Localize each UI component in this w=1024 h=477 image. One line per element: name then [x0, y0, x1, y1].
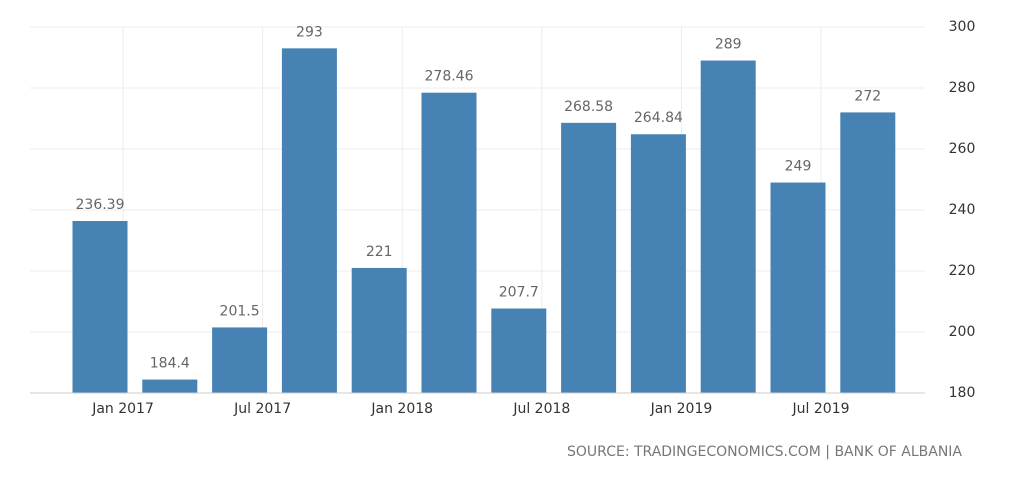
bar	[561, 122, 617, 394]
value-label: 249	[785, 159, 812, 175]
x-tick-label: Jan 2019	[650, 401, 713, 417]
x-tick-label: Jul 2017	[233, 401, 291, 417]
value-label: 264.84	[634, 110, 683, 126]
value-label: 201.5	[220, 303, 260, 319]
bar	[491, 308, 547, 393]
y-tick-label: 300	[949, 19, 976, 35]
value-label: 236.39	[76, 197, 125, 213]
bar	[840, 112, 896, 394]
value-label: 272	[854, 88, 881, 104]
value-label: 289	[715, 37, 742, 53]
x-tick-label: Jul 2019	[792, 401, 850, 417]
value-label: 268.58	[564, 99, 613, 115]
value-label: 278.46	[425, 69, 474, 85]
y-tick-label: 180	[949, 385, 976, 401]
bar	[142, 379, 198, 393]
x-tick-label: Jan 2018	[370, 401, 433, 417]
bar	[72, 221, 128, 393]
y-tick-label: 200	[949, 324, 976, 340]
bar	[421, 92, 477, 394]
bar	[630, 134, 686, 393]
bar	[770, 182, 826, 393]
x-tick-label: Jul 2018	[512, 401, 570, 417]
value-label: 207.7	[499, 285, 539, 301]
x-tick-label: Jan 2017	[91, 401, 154, 417]
bar	[281, 48, 337, 393]
bar	[700, 60, 756, 394]
y-tick-label: 280	[949, 80, 976, 96]
y-tick-label: 240	[949, 202, 976, 218]
value-label: 184.4	[150, 356, 190, 372]
y-tick-label: 260	[949, 141, 976, 157]
bar	[212, 327, 268, 393]
source-note: SOURCE: TRADINGECONOMICS.COM | BANK OF A…	[567, 444, 962, 460]
bar	[351, 267, 407, 393]
y-tick-label: 220	[949, 263, 976, 279]
value-label: 221	[366, 244, 393, 260]
value-label: 293	[296, 24, 323, 40]
